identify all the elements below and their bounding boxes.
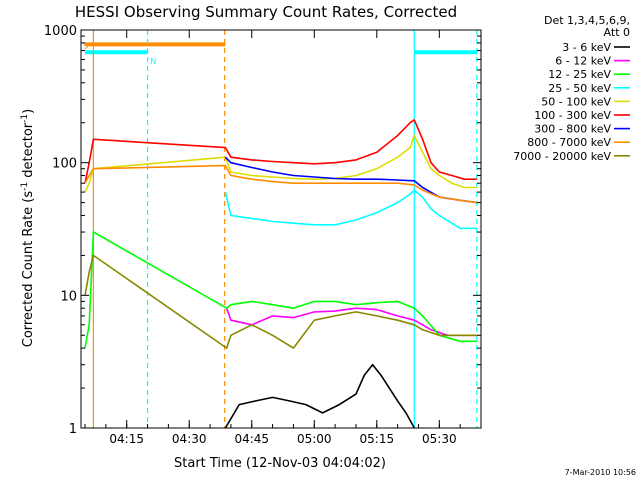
y-axis-label-sup2: -1	[20, 114, 30, 123]
y-axis-label: Corrected Count Rate (s-1 detector-1)	[20, 109, 36, 347]
y-tick-label: 10	[60, 289, 77, 304]
series-line-7000-20000-kev	[84, 254, 477, 349]
y-tick-label: 1	[69, 422, 77, 437]
plot-area: S N 04:15 04:30 04:45 05:00 05:15 05:30 1 10 100 1…	[44, 24, 482, 446]
series-line-3-6-kev	[224, 363, 416, 429]
series-line-25-50-kev	[224, 189, 477, 230]
legend-label: 3 - 6 keV	[562, 41, 611, 54]
series-line-300-800-kev	[224, 156, 477, 204]
legend-label: 12 - 25 keV	[548, 68, 611, 81]
x-tick-label: 04:45	[234, 432, 269, 446]
series-line-12-25-kev	[84, 231, 477, 349]
series-line-50-100-kev	[84, 134, 477, 193]
footer-timestamp: 7-Mar-2010 10:56	[565, 468, 636, 477]
plot-frame	[80, 29, 482, 429]
legend-header-line2: Att 0	[604, 26, 630, 39]
legend-label: 6 - 12 keV	[555, 55, 611, 68]
y-axis-label-part2: detector	[21, 122, 36, 182]
x-axis-label: Start Time (12-Nov-03 04:04:02)	[174, 456, 386, 471]
y-axis-label-part1: Corrected Count Rate (s	[21, 191, 36, 348]
legend-label: 300 - 800 keV	[534, 123, 611, 136]
flag-label-s: S	[83, 41, 88, 50]
series-line-6-12-kev	[225, 307, 477, 337]
legend-label: 800 - 7000 keV	[527, 136, 611, 149]
chart-title: HESSI Observing Summary Count Rates, Cor…	[75, 3, 457, 21]
y-axis-label-sup1: -1	[20, 182, 30, 191]
x-tick-label: 04:15	[109, 432, 144, 446]
series-line-100-300-kev	[84, 119, 477, 184]
x-tick-label: 05:00	[297, 432, 332, 446]
y-axis-label-part3: )	[21, 109, 36, 114]
flag-label-n: N	[150, 57, 156, 66]
x-tick-label: 05:30	[422, 432, 457, 446]
x-tick-label: 05:15	[360, 432, 395, 446]
legend-label: 7000 - 20000 keV	[513, 150, 611, 163]
legend-label: 25 - 50 keV	[548, 82, 611, 95]
series-line-800-7000-kev	[84, 164, 477, 204]
x-tick-label: 04:30	[172, 432, 207, 446]
legend-label: 100 - 300 keV	[534, 109, 611, 122]
legend-label: 50 - 100 keV	[541, 95, 611, 108]
y-tick-label: 1000	[44, 24, 77, 39]
legend-header-line1: Det 1,3,4,5,6,9,	[544, 14, 630, 27]
y-tick-label: 100	[52, 157, 77, 172]
